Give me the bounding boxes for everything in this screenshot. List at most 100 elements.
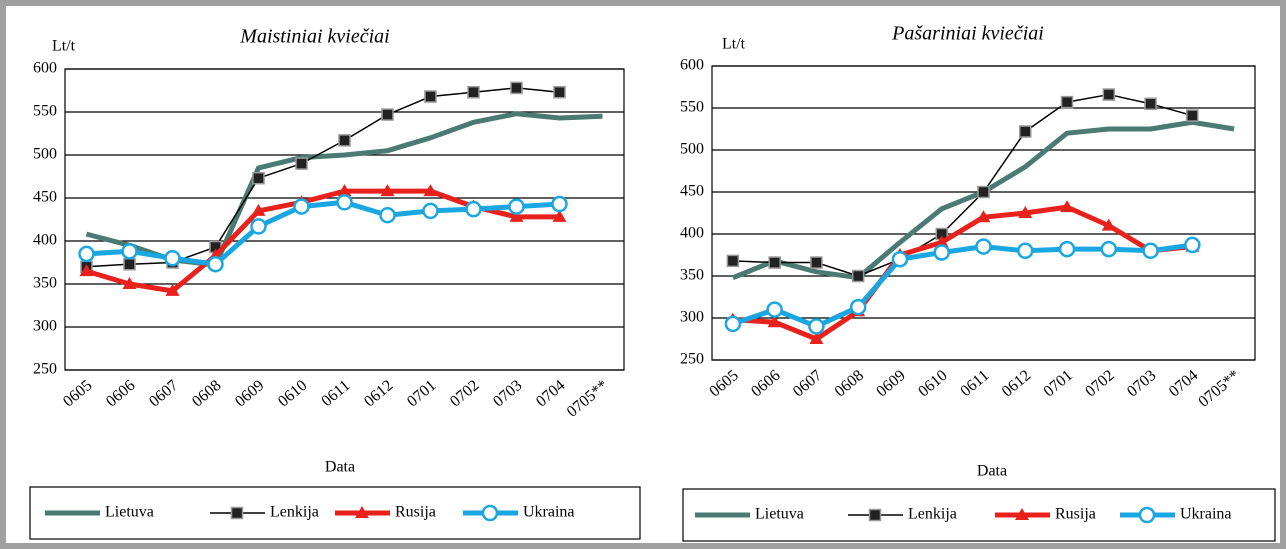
marker xyxy=(1102,88,1116,101)
y-tick-label: 350 xyxy=(33,275,57,292)
marker xyxy=(891,250,909,268)
marker xyxy=(79,264,94,277)
marker xyxy=(250,218,267,235)
chart-title: Maistiniai kviečiai xyxy=(239,26,389,48)
marker xyxy=(768,256,781,269)
marker xyxy=(251,203,266,216)
y-tick-label: 250 xyxy=(33,361,57,378)
legend-label: Rusija xyxy=(1055,506,1096,523)
legend-label: Lietuva xyxy=(755,506,804,523)
marker xyxy=(338,134,351,147)
marker xyxy=(1186,109,1199,122)
marker xyxy=(977,185,990,199)
marker xyxy=(230,506,244,520)
y-tick-label: 400 xyxy=(680,225,704,242)
marker xyxy=(123,257,136,271)
marker xyxy=(551,195,568,213)
marker xyxy=(207,255,224,273)
marker xyxy=(510,81,523,95)
marker xyxy=(509,209,524,222)
marker xyxy=(481,504,499,522)
marker xyxy=(293,198,310,215)
y-axis-label: Lt/t xyxy=(722,36,746,53)
marker xyxy=(808,318,825,335)
marker xyxy=(467,85,480,99)
marker xyxy=(868,508,882,522)
marker xyxy=(1101,218,1116,231)
marker xyxy=(337,184,352,197)
legend-label: Lenkija xyxy=(908,506,957,523)
marker xyxy=(1015,508,1029,520)
y-tick-label: 500 xyxy=(33,146,57,163)
y-tick-label: 250 xyxy=(680,351,704,368)
x-axis-label: Data xyxy=(325,459,355,476)
plot-area xyxy=(64,68,625,371)
marker xyxy=(78,245,95,263)
marker xyxy=(726,254,740,268)
marker xyxy=(295,157,308,170)
marker xyxy=(1019,125,1032,138)
y-tick-label: 300 xyxy=(33,318,57,335)
y-axis-label: Lt/t xyxy=(52,38,76,55)
marker xyxy=(724,315,742,333)
marker xyxy=(423,184,438,197)
marker xyxy=(355,506,369,518)
marker xyxy=(1017,242,1034,260)
marker xyxy=(252,171,265,185)
marker xyxy=(121,243,138,260)
series-line xyxy=(86,87,560,268)
marker xyxy=(767,315,782,328)
marker xyxy=(934,235,949,248)
marker xyxy=(422,202,439,220)
legend-label: Lenkija xyxy=(270,504,319,521)
marker xyxy=(424,90,437,103)
y-tick-label: 600 xyxy=(680,57,704,74)
y-tick-label: 600 xyxy=(33,60,57,77)
legend xyxy=(682,488,1276,542)
marker xyxy=(933,244,950,261)
marker xyxy=(380,184,395,197)
y-tick-label: 500 xyxy=(680,141,704,158)
marker xyxy=(1138,506,1156,524)
x-axis-label: Data xyxy=(977,463,1007,480)
marker xyxy=(1100,240,1118,258)
series-line xyxy=(732,204,1193,342)
marker xyxy=(849,298,867,316)
marker xyxy=(1058,240,1076,258)
y-tick-label: 400 xyxy=(33,232,57,249)
marker xyxy=(379,206,396,224)
marker xyxy=(766,301,783,318)
y-tick-label: 450 xyxy=(680,183,704,200)
marker xyxy=(164,249,181,267)
legend-label: Ukraina xyxy=(1180,506,1232,523)
marker xyxy=(851,269,865,283)
marker xyxy=(122,277,137,289)
marker xyxy=(1018,206,1033,218)
y-tick-label: 300 xyxy=(680,309,704,326)
y-tick-label: 350 xyxy=(680,267,704,284)
legend-label: Lietuva xyxy=(105,504,154,521)
marker xyxy=(552,209,567,222)
chart-title: Pašariniai kviečiai xyxy=(891,23,1044,45)
marker xyxy=(810,256,823,269)
series-line xyxy=(732,93,1193,277)
marker xyxy=(975,238,992,255)
marker xyxy=(1184,236,1201,254)
marker xyxy=(465,200,482,218)
marker xyxy=(508,198,525,215)
marker xyxy=(976,210,991,223)
y-tick-label: 450 xyxy=(33,189,57,206)
marker xyxy=(553,85,566,99)
marker xyxy=(1060,95,1074,109)
marker xyxy=(1144,97,1157,111)
y-tick-label: 550 xyxy=(33,103,57,120)
marker xyxy=(1142,242,1159,260)
marker xyxy=(1060,200,1075,213)
plot-area xyxy=(711,65,1256,361)
marker xyxy=(336,194,353,211)
legend-label: Rusija xyxy=(395,504,436,521)
marker xyxy=(381,108,394,121)
y-tick-label: 550 xyxy=(680,99,704,116)
